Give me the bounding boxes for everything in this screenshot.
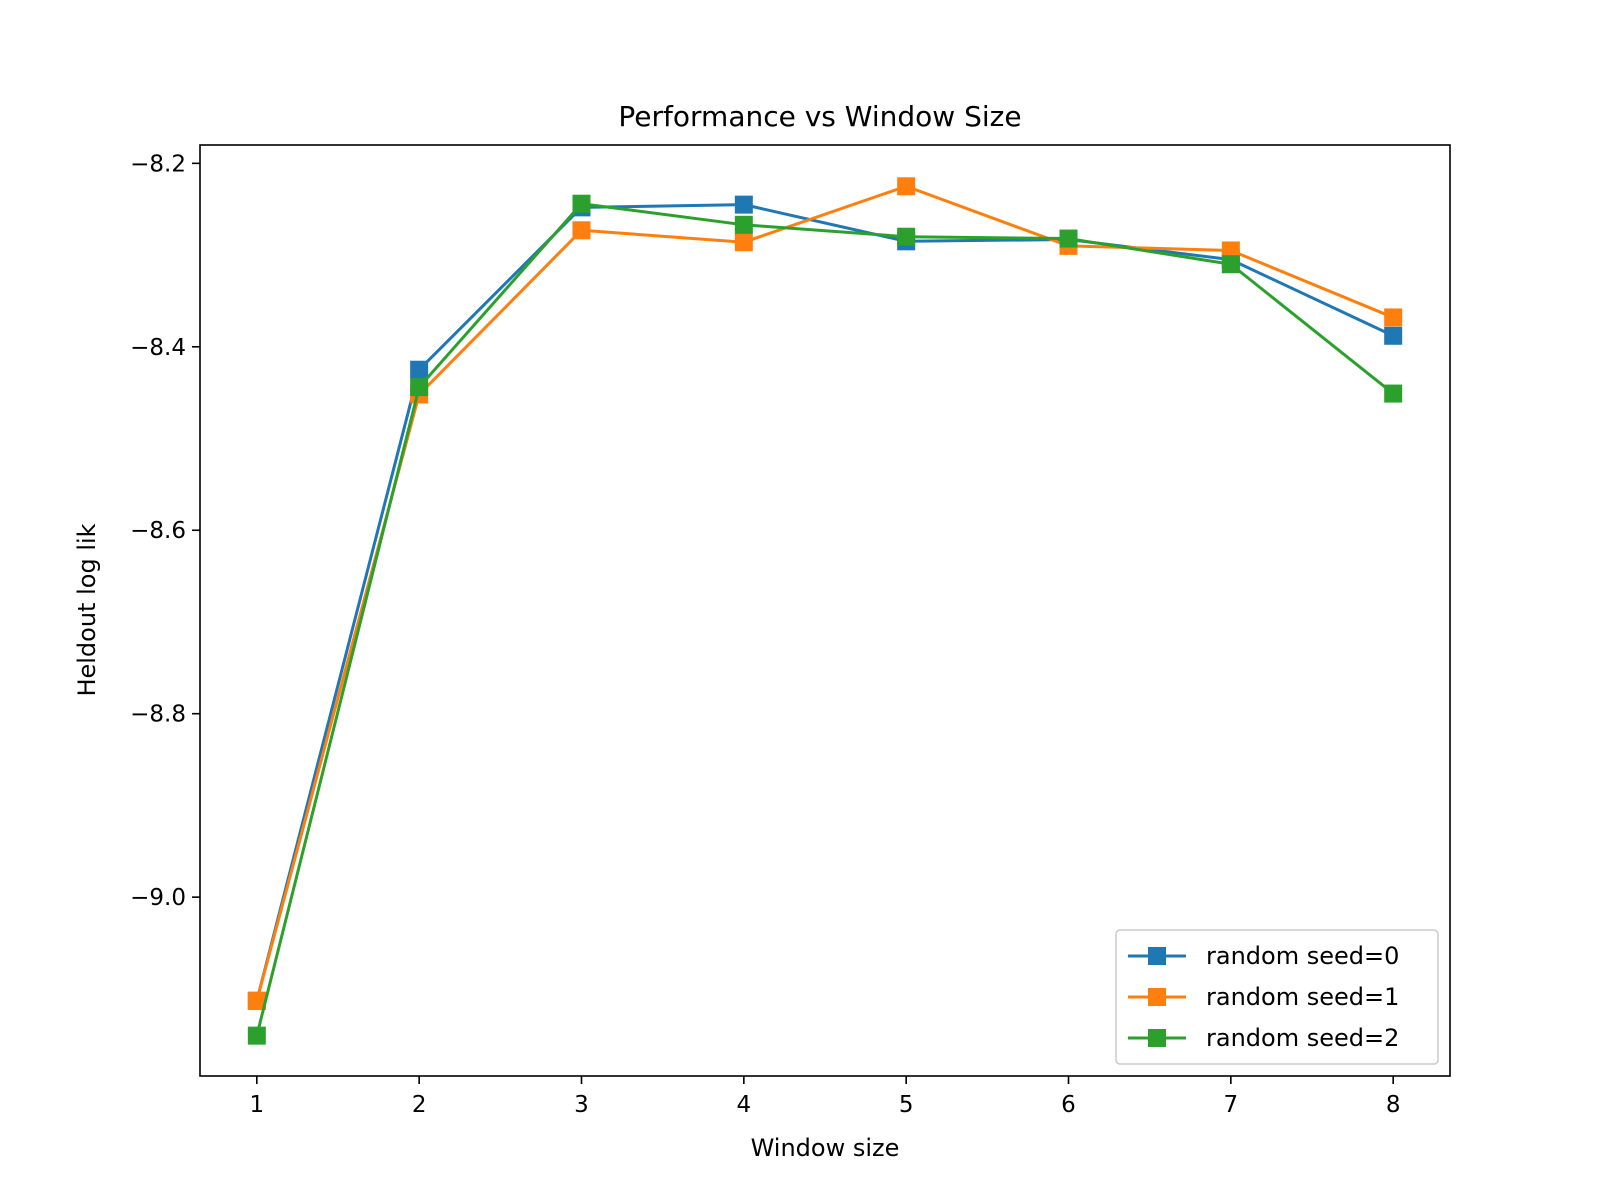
legend-label: random seed=2 bbox=[1206, 1024, 1399, 1052]
data-point-marker bbox=[1384, 384, 1403, 403]
y-tick-label: −9.0 bbox=[130, 885, 186, 911]
plot-frame bbox=[199, 144, 1451, 1077]
data-point-marker bbox=[734, 195, 753, 214]
legend-marker bbox=[1148, 947, 1166, 965]
data-point-marker bbox=[897, 227, 916, 246]
y-tick-label: −8.2 bbox=[130, 151, 186, 177]
data-point-marker bbox=[247, 991, 266, 1010]
x-tick-label: 8 bbox=[1386, 1092, 1401, 1118]
series-line-seed-0 bbox=[255, 203, 1394, 1002]
legend-box bbox=[1115, 929, 1439, 1065]
data-point-marker bbox=[1384, 326, 1403, 345]
data-point-marker bbox=[897, 177, 916, 196]
data-point-marker bbox=[734, 233, 753, 252]
y-tick-label: −8.8 bbox=[130, 702, 186, 728]
x-axis-label: Window size bbox=[751, 1134, 900, 1162]
data-point-marker bbox=[410, 360, 429, 379]
x-tick-label: 4 bbox=[737, 1092, 752, 1118]
legend-label: random seed=0 bbox=[1206, 942, 1399, 970]
y-tick-label: −8.6 bbox=[130, 518, 186, 544]
y-tick-label: −8.4 bbox=[130, 335, 186, 361]
x-tick-label: 2 bbox=[412, 1092, 427, 1118]
series-line-seed-1 bbox=[255, 184, 1394, 1002]
x-tick-label: 3 bbox=[574, 1092, 589, 1118]
data-point-marker bbox=[1384, 308, 1403, 327]
data-point-marker bbox=[734, 215, 753, 234]
data-point-marker bbox=[572, 194, 591, 213]
chart-title: Performance vs Window Size bbox=[618, 100, 1021, 133]
plot-area: 1 2 3 4 5 6 7 8 −8.2 −8.4 −8.6 −8.8 −9.0 bbox=[130, 151, 1403, 1118]
x-tick-label: 7 bbox=[1224, 1092, 1239, 1118]
data-point-marker bbox=[572, 221, 591, 240]
data-point-marker bbox=[410, 378, 429, 397]
data-point-marker bbox=[1059, 229, 1078, 248]
legend-label: random seed=1 bbox=[1206, 983, 1399, 1011]
data-point-marker bbox=[1221, 255, 1240, 274]
x-tick-label: 6 bbox=[1061, 1092, 1076, 1118]
legend-marker bbox=[1148, 988, 1166, 1006]
series-line-seed-2 bbox=[255, 202, 1395, 1037]
data-point-marker bbox=[247, 1026, 266, 1045]
data-point-marker bbox=[1221, 241, 1240, 260]
x-tick-label: 5 bbox=[899, 1092, 914, 1118]
legend-marker bbox=[1148, 1029, 1166, 1047]
y-axis-label: Heldout log lik bbox=[73, 523, 101, 696]
x-tick-label: 1 bbox=[249, 1092, 264, 1118]
legend: random seed=0 random seed=1 random seed=2 bbox=[1115, 929, 1439, 1065]
